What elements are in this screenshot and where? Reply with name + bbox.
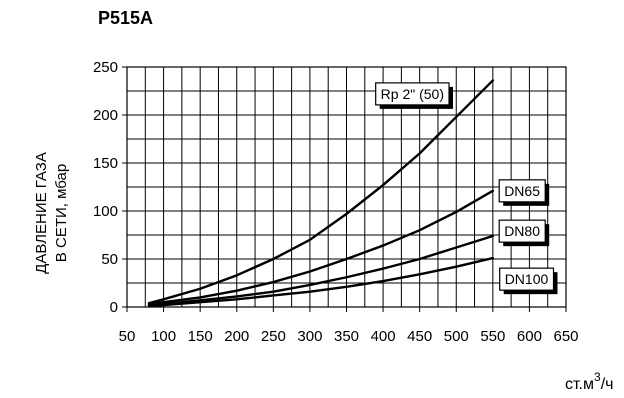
x-tick-label: 150 <box>188 328 213 345</box>
y-tick-label: 50 <box>101 251 118 268</box>
series-lines <box>147 79 495 308</box>
x-tick-label: 250 <box>261 328 286 345</box>
series-label-dn65: DN65 <box>498 179 550 206</box>
series-label-box <box>499 267 555 291</box>
x-tick-label: 350 <box>334 328 359 345</box>
y-axis-label-line-1: ДАВЛЕНИЕ ГАЗА <box>33 152 50 274</box>
series-label-dn80: DN80 <box>498 219 550 247</box>
series-line-dn80 <box>147 234 495 307</box>
y-axis-label: ДАВЛЕНИЕ ГАЗА В СЕТИ, мбар <box>33 152 70 274</box>
series-line-rp-2-50 <box>147 79 495 305</box>
x-tick-label: 650 <box>553 328 578 345</box>
series-label-rp-2-50: Rp 2" (50) <box>375 82 454 109</box>
series-line-dn100 <box>147 256 495 308</box>
x-tick-label: 100 <box>151 328 176 345</box>
x-axis-label-base: ст.м <box>565 376 594 393</box>
y-axis-label-line-2: В СЕТИ, мбар <box>53 164 70 262</box>
y-tick-label: 100 <box>93 203 118 220</box>
series-labels: Rp 2" (50) DN65 DN80 DN100 <box>375 82 558 295</box>
series-label-text: DN65 <box>504 183 540 199</box>
series-label-text: DN100 <box>505 271 549 287</box>
x-axis-label-tail: /ч <box>601 376 614 393</box>
x-tick-label: 50 <box>119 328 136 345</box>
series-label-text: Rp 2" (50) <box>381 86 444 102</box>
x-tick-label: 550 <box>480 328 505 345</box>
x-tick-label: 500 <box>444 328 469 345</box>
x-tick-label: 200 <box>224 328 249 345</box>
y-tick-label: 250 <box>93 59 118 76</box>
x-tick-label: 450 <box>407 328 432 345</box>
x-axis-ticks: 50 100 150 200 250 300 350 400 450 500 550 600 650 <box>119 307 579 345</box>
y-tick-label: 0 <box>110 299 118 316</box>
series-label-text: DN80 <box>504 223 540 239</box>
series-label-box <box>498 179 546 203</box>
x-axis-label-superscript: 3 <box>594 370 601 384</box>
series-label-dn100: DN100 <box>499 267 558 295</box>
y-axis-ticks: 0 50 100 150 200 250 <box>93 59 127 316</box>
x-axis-label: ст.м3/ч <box>565 370 613 393</box>
chart-title: P515A <box>98 8 153 28</box>
x-tick-label: 600 <box>517 328 542 345</box>
series-label-box <box>375 82 450 106</box>
x-tick-label: 300 <box>297 328 322 345</box>
y-tick-label: 200 <box>93 107 118 124</box>
series-label-box <box>498 219 546 243</box>
y-tick-label: 150 <box>93 155 118 172</box>
x-tick-label: 400 <box>371 328 396 345</box>
series-line-dn65 <box>147 189 495 306</box>
